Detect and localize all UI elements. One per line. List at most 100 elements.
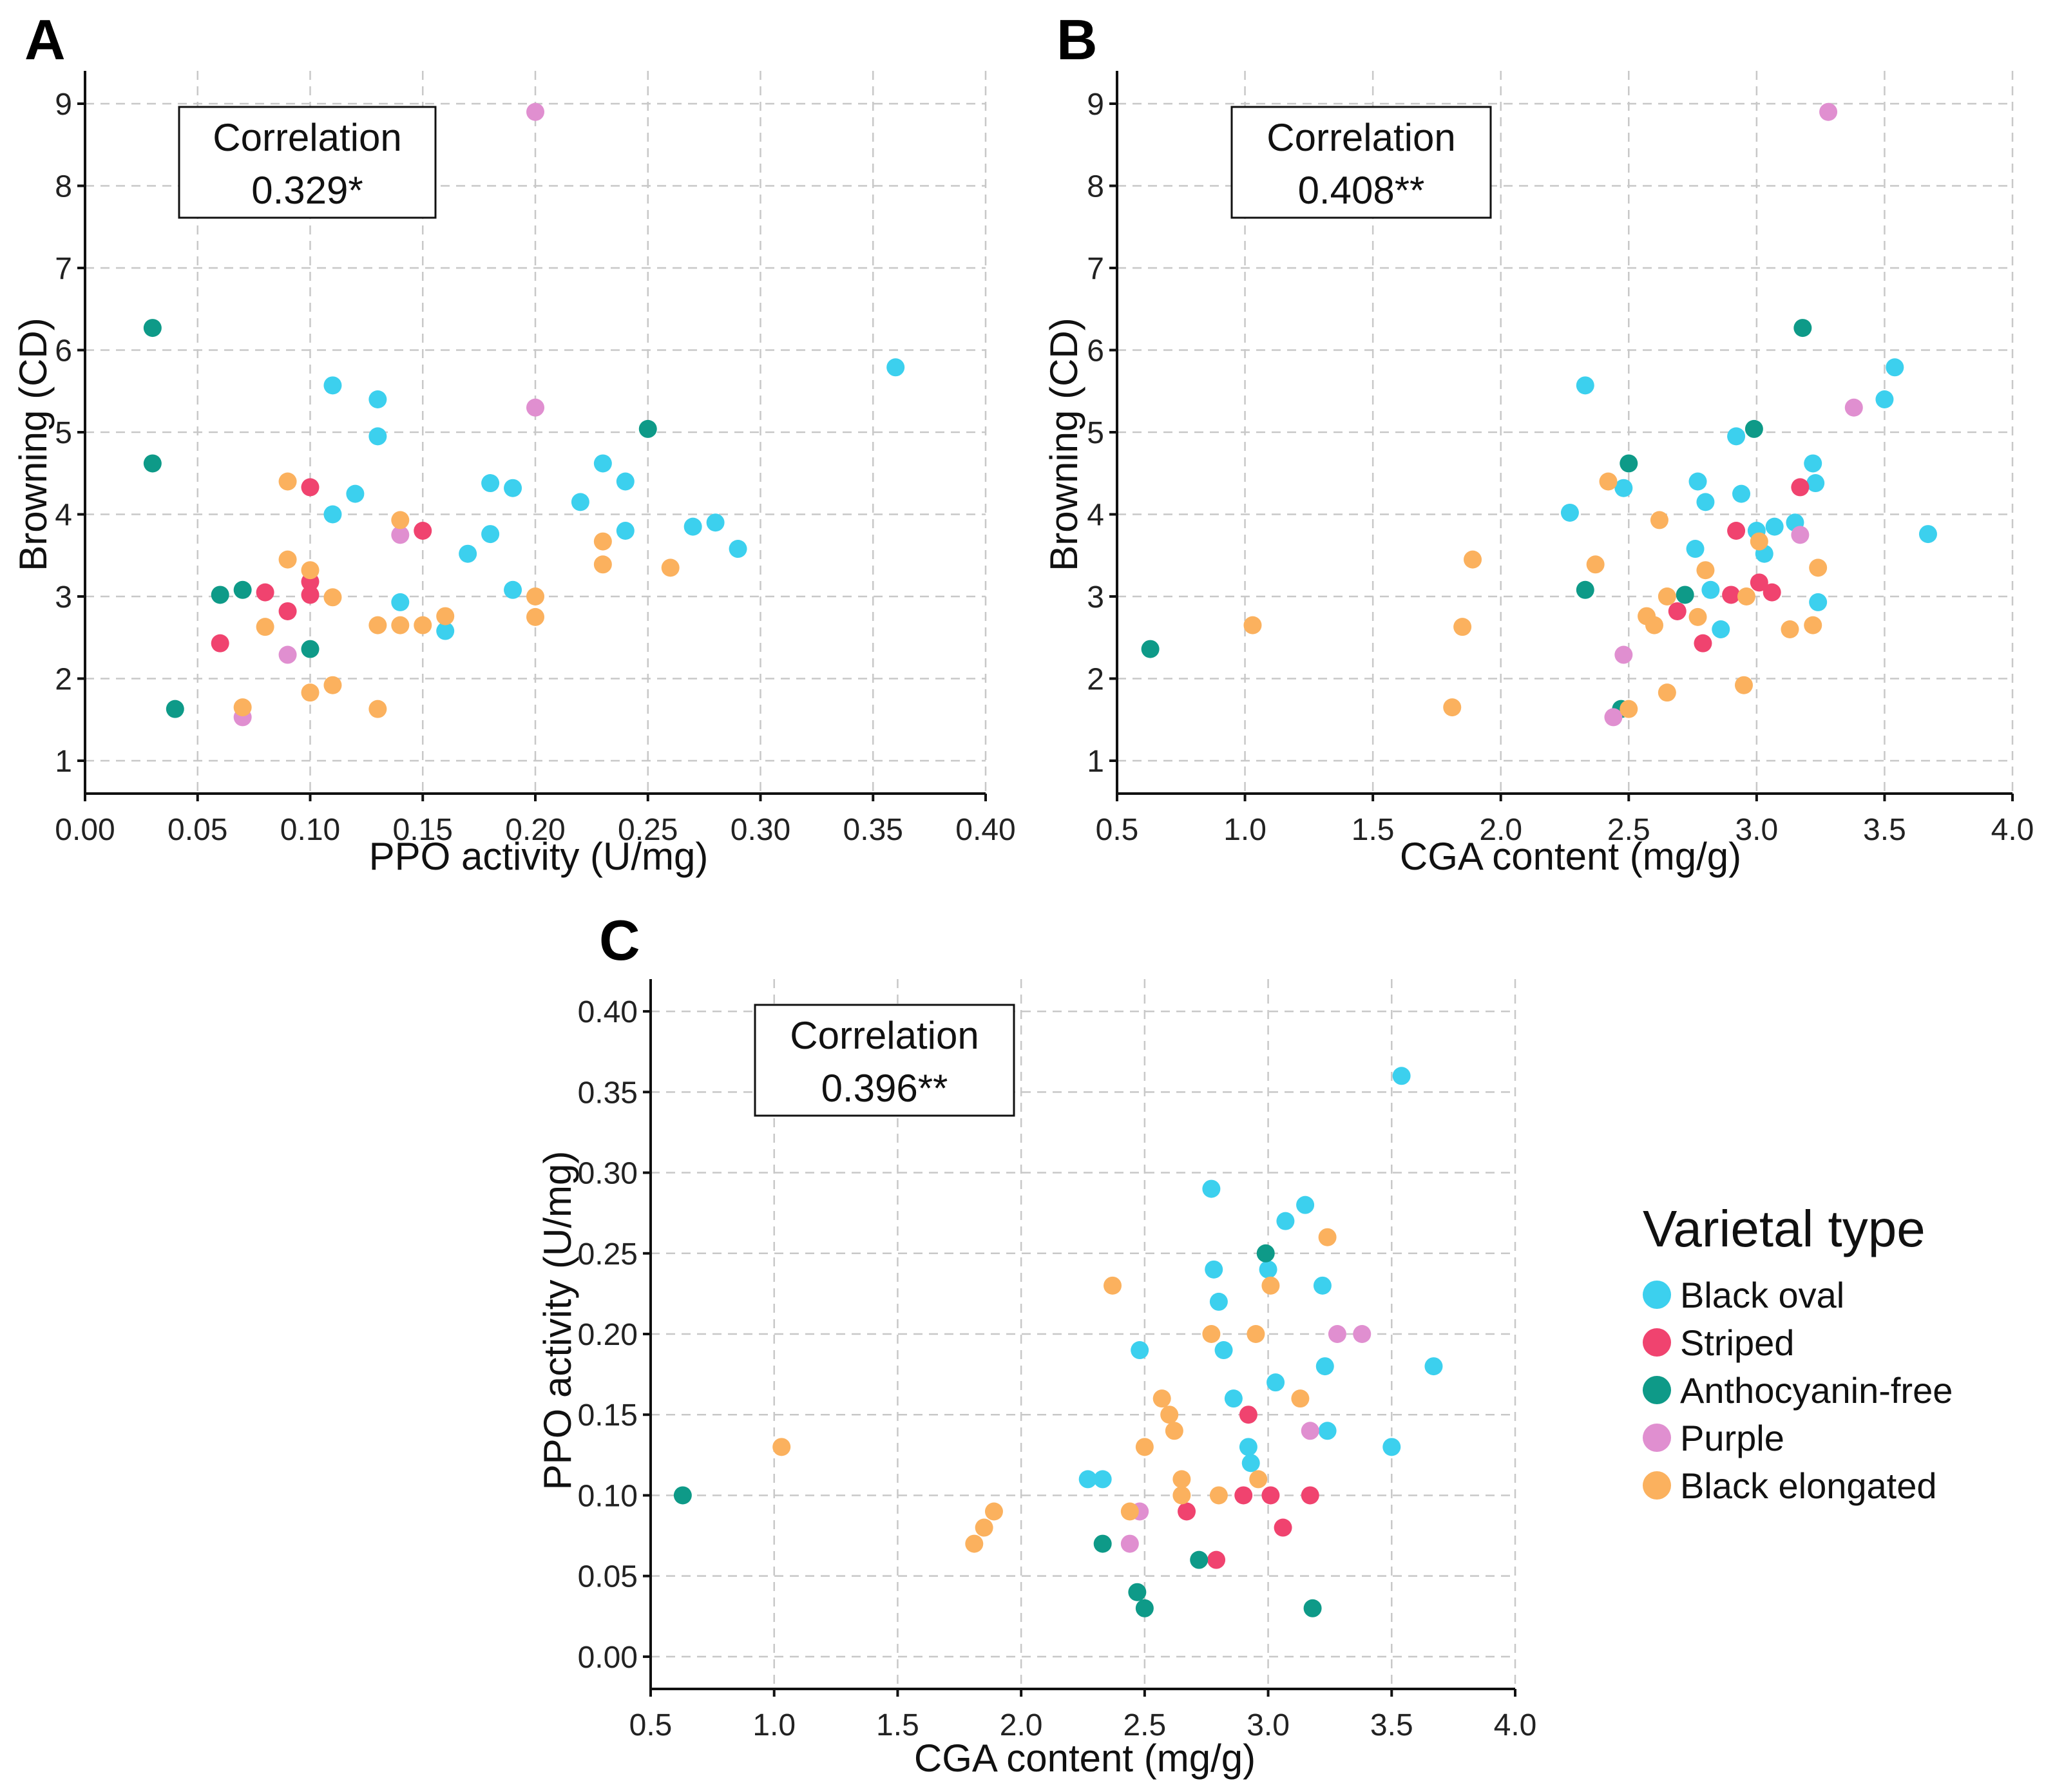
panel-c-point-black-elongated xyxy=(1104,1276,1122,1295)
panel-c-point-black-elongated xyxy=(1291,1389,1310,1408)
panel-a-x-tick-label: 0.40 xyxy=(955,813,1015,847)
panel-c-y-tick-label: 0.35 xyxy=(578,1076,638,1110)
panel-a-x-tick-label: 0.00 xyxy=(55,813,115,847)
panel-a: A 0.00 0.05 0.10 0.15 0.20 0.25 0.30 0.35 0.40 1 2… xyxy=(12,8,1016,878)
panel-a-point-black-elongated xyxy=(278,472,297,491)
panel-c-y-tick-label: 0.25 xyxy=(578,1237,638,1272)
panel-a-point-black-oval xyxy=(436,622,455,640)
panel-b-point-striped xyxy=(1727,522,1746,540)
panel-b-y-tick-label: 3 xyxy=(1087,580,1104,615)
panel-b-point-striped xyxy=(1722,586,1741,604)
panel-c-point-anthocyanin-free xyxy=(1093,1534,1112,1553)
panel-b-point-black-oval xyxy=(1886,358,1904,377)
panel-b-point-black-oval xyxy=(1712,620,1730,638)
panel-a-x-tick-label: 0.25 xyxy=(618,813,678,847)
panel-c-y-tick-label: 0.00 xyxy=(578,1641,638,1675)
legend-swatch-black-elongated xyxy=(1643,1471,1671,1500)
panel-c-point-black-elongated xyxy=(772,1438,791,1456)
panel-a-point-black-elongated xyxy=(391,511,410,529)
legend-label-purple: Purple xyxy=(1680,1418,1784,1458)
panel-c-point-purple xyxy=(1353,1325,1372,1343)
panel-b-y-axis-title: Browning (CD) xyxy=(1042,318,1085,571)
panel-a-y-tick-label: 6 xyxy=(55,334,72,368)
panel-c-point-black-oval xyxy=(1382,1438,1401,1456)
panel-b-axes xyxy=(1109,71,2014,801)
panel-b-point-striped xyxy=(1694,634,1712,653)
panel-a-correlation-value: 0.329* xyxy=(251,169,363,212)
panel-b-point-purple xyxy=(1819,102,1838,121)
panel-b-point-striped xyxy=(1668,602,1687,620)
panel-b-point-black-elongated xyxy=(1650,511,1668,529)
panel-b-y-tick-label: 2 xyxy=(1087,663,1104,697)
panel-c-point-black-elongated xyxy=(965,1534,984,1553)
panel-b-correlation-value: 0.408** xyxy=(1298,169,1425,212)
panel-b-point-black-elongated xyxy=(1658,683,1676,702)
panel-b-point-black-oval xyxy=(1701,580,1720,599)
panel-b-point-black-oval xyxy=(1614,479,1633,497)
panel-a-point-black-oval xyxy=(571,493,589,511)
panel-a-point-black-elongated xyxy=(593,532,612,551)
panel-c-ticks: 0.5 1.0 1.5 2.0 2.5 3.0 3.5 4.0 0.00 0.05 0.10 0.15… xyxy=(578,995,1537,1742)
panel-b-point-black-elongated xyxy=(1645,616,1663,634)
panel-c-point-black-elongated xyxy=(1247,1325,1265,1343)
panel-c-point-striped xyxy=(1301,1486,1319,1505)
panel-c-point-black-elongated xyxy=(1172,1486,1191,1505)
panel-a-point-anthocyanin-free xyxy=(143,319,162,338)
panel-a-point-striped xyxy=(278,602,297,620)
panel-a-point-black-elongated xyxy=(301,561,320,580)
panel-b-point-black-oval xyxy=(1804,454,1822,473)
panel-b-x-axis-title: CGA content (mg/g) xyxy=(1400,835,1741,878)
panel-a-point-black-elongated xyxy=(526,607,544,626)
legend-label-anthocyanin-free: Anthocyanin-free xyxy=(1680,1370,1953,1411)
panel-a-axes xyxy=(77,71,987,801)
panel-c-point-black-oval xyxy=(1205,1260,1223,1279)
panel-a-point-black-oval xyxy=(391,593,410,611)
panel-c-y-tick-label: 0.15 xyxy=(578,1398,638,1433)
panel-c-point-black-elongated xyxy=(1135,1438,1154,1456)
panel-b: B 0.5 1.0 1.5 2.0 2.5 3.0 3.5 4.0 1 2 3 4 5 6 7 8 9 CGA … xyxy=(1042,8,2034,878)
panel-c-point-black-oval xyxy=(1259,1260,1277,1279)
panel-c-correlation-value: 0.396** xyxy=(821,1067,948,1110)
panel-a-x-tick-label: 0.10 xyxy=(280,813,340,847)
panel-b-point-purple xyxy=(1614,645,1633,664)
panel-c-y-tick-label: 0.05 xyxy=(578,1560,638,1594)
panel-a-point-black-elongated xyxy=(233,698,252,717)
panel-a-y-tick-label: 7 xyxy=(55,252,72,286)
panel-b-point-black-oval xyxy=(1765,517,1784,536)
panel-b-x-tick-label: 2.0 xyxy=(1479,813,1522,847)
panel-c-point-anthocyanin-free xyxy=(1190,1550,1209,1569)
panel-a-point-black-elongated xyxy=(391,616,410,634)
panel-a-point-black-oval xyxy=(504,580,522,599)
panel-a-point-striped xyxy=(301,478,320,497)
panel-c-point-purple xyxy=(1328,1325,1346,1343)
panel-a-point-black-elongated xyxy=(323,588,342,607)
panel-b-points xyxy=(1141,102,1937,727)
legend-items: Black oval Striped Anthocyanin-free Purple B… xyxy=(1643,1275,1953,1506)
panel-c-point-striped xyxy=(1178,1502,1196,1521)
panel-b-x-tick-label: 3.5 xyxy=(1863,813,1906,847)
panel-a-x-tick-label: 0.30 xyxy=(731,813,790,847)
panel-a-y-axis-title: Browning (CD) xyxy=(12,318,55,571)
panel-b-point-anthocyanin-free xyxy=(1744,419,1763,438)
panel-c-point-striped xyxy=(1207,1550,1226,1569)
panel-a-point-black-elongated xyxy=(526,587,544,605)
panel-b-point-purple xyxy=(1604,708,1623,727)
panel-a-point-black-oval xyxy=(481,525,500,544)
panel-a-points xyxy=(143,102,905,727)
panel-a-point-black-elongated xyxy=(256,618,274,636)
panel-a-point-anthocyanin-free xyxy=(301,640,320,658)
panel-c-point-black-elongated xyxy=(1202,1325,1221,1343)
panel-b-point-black-oval xyxy=(1688,472,1707,491)
panel-b-point-black-elongated xyxy=(1781,620,1799,638)
panel-c-point-black-oval xyxy=(1315,1357,1334,1376)
panel-c-x-tick-label: 1.5 xyxy=(876,1708,919,1742)
panel-c-point-black-elongated xyxy=(1172,1470,1191,1489)
panel-b-y-tick-label: 4 xyxy=(1087,499,1104,533)
panel-c-point-black-elongated xyxy=(1318,1228,1337,1246)
panel-a-point-black-oval xyxy=(616,522,635,540)
panel-c-x-tick-label: 1.0 xyxy=(752,1708,796,1742)
panel-b-point-black-oval xyxy=(1560,503,1579,522)
panel-c-y-tick-label: 0.40 xyxy=(578,995,638,1029)
panel-b-point-black-elongated xyxy=(1599,472,1618,491)
panel-a-point-black-elongated xyxy=(414,616,432,634)
